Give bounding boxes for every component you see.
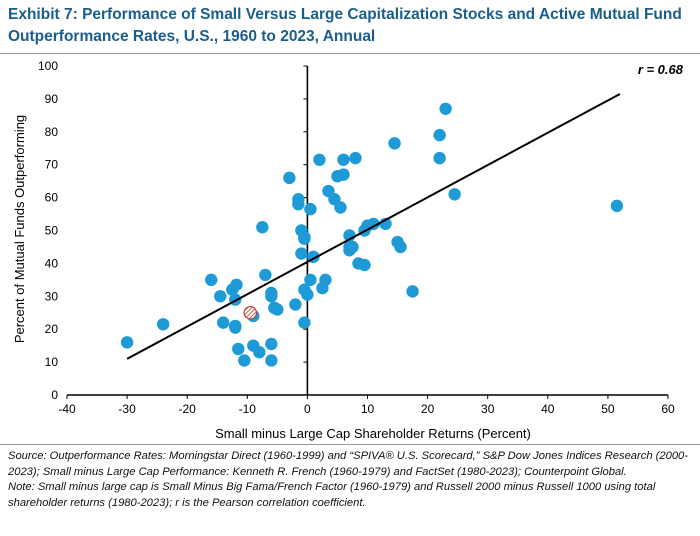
data-point xyxy=(349,151,362,165)
y-tick-label: 100 xyxy=(38,59,58,73)
source-note: Source: Outperformance Rates: Morningsta… xyxy=(8,450,689,478)
trendline-layer xyxy=(126,93,621,360)
data-point xyxy=(304,202,317,216)
data-point xyxy=(265,337,278,351)
y-tick-label: 30 xyxy=(45,289,59,303)
data-point xyxy=(232,342,245,356)
y-tick-label: 50 xyxy=(45,224,59,238)
data-point xyxy=(230,278,243,291)
data-point xyxy=(346,240,359,254)
data-point xyxy=(358,258,371,272)
data-point xyxy=(337,168,350,181)
x-tick-label: -10 xyxy=(239,402,257,416)
data-point xyxy=(205,273,218,287)
x-tick-label: -20 xyxy=(179,402,197,416)
x-tick-label: 60 xyxy=(661,402,675,416)
y-tick-label: 20 xyxy=(45,322,59,336)
data-point xyxy=(217,316,230,329)
data-point xyxy=(394,240,407,254)
points-layer xyxy=(120,102,624,367)
highlight-point xyxy=(243,305,258,320)
x-tick-label: -30 xyxy=(118,402,136,416)
data-point xyxy=(271,303,284,316)
bottom-divider xyxy=(0,444,700,445)
data-point xyxy=(295,247,308,260)
data-point xyxy=(319,273,332,287)
y-axis-label: Percent of Mutual Funds Outperforming xyxy=(12,115,27,343)
y-tick-label: 90 xyxy=(45,92,59,106)
data-point xyxy=(406,285,419,298)
data-point xyxy=(610,199,624,213)
x-tick-label: -40 xyxy=(58,402,76,416)
exhibit-title: Exhibit 7: Performance of Small Versus L… xyxy=(8,6,682,45)
y-tick-label: 10 xyxy=(45,355,59,369)
data-point xyxy=(229,321,242,334)
data-point xyxy=(238,354,251,367)
x-tick-label: 50 xyxy=(601,402,615,416)
data-point xyxy=(337,153,350,166)
data-point xyxy=(433,151,446,165)
trend-line xyxy=(126,93,621,360)
y-tick-label: 70 xyxy=(45,158,59,172)
data-point xyxy=(298,230,311,244)
correlation-annotation: r = 0.68 xyxy=(638,62,684,77)
data-point xyxy=(253,346,266,359)
data-point xyxy=(256,221,269,234)
x-tick-label: 40 xyxy=(541,402,555,416)
data-point xyxy=(313,153,326,166)
data-point xyxy=(289,298,302,311)
notes-block: Source: Outperformance Rates: Morningsta… xyxy=(8,449,696,511)
x-tick-label: 30 xyxy=(481,402,495,416)
x-tick-label: 20 xyxy=(421,402,435,416)
top-divider xyxy=(0,53,700,54)
data-point xyxy=(120,336,134,349)
data-point xyxy=(301,288,314,301)
data-point xyxy=(433,128,446,142)
data-point xyxy=(304,273,317,287)
data-point xyxy=(292,193,305,206)
data-point xyxy=(259,268,272,282)
y-tick-label: 40 xyxy=(45,256,59,270)
data-point xyxy=(448,188,461,201)
definition-note: Note: Small minus large cap is Small Min… xyxy=(8,481,656,509)
data-point xyxy=(439,102,452,115)
y-tick-label: 0 xyxy=(51,388,58,402)
data-point xyxy=(214,290,227,303)
data-point xyxy=(265,354,278,367)
data-point xyxy=(388,137,401,150)
data-point xyxy=(298,316,311,329)
x-tick-label: 0 xyxy=(304,402,311,416)
x-tick-label: 10 xyxy=(361,402,375,416)
scatter-chart: 0 10 20 30 40 50 60 70 80 90 100 -40 -30 -20 -10 0 10 20 3… xyxy=(12,59,684,441)
data-point xyxy=(283,171,296,185)
y-tick-label: 80 xyxy=(45,125,59,139)
data-point xyxy=(265,290,278,303)
x-axis-label: Small minus Large Cap Shareholder Return… xyxy=(215,426,531,441)
data-point xyxy=(156,318,170,331)
data-point xyxy=(334,201,347,214)
axes-layer: 0 10 20 30 40 50 60 70 80 90 100 -40 -30 -20 -10 0 10 20 3… xyxy=(38,59,675,416)
y-tick-label: 60 xyxy=(45,191,59,205)
